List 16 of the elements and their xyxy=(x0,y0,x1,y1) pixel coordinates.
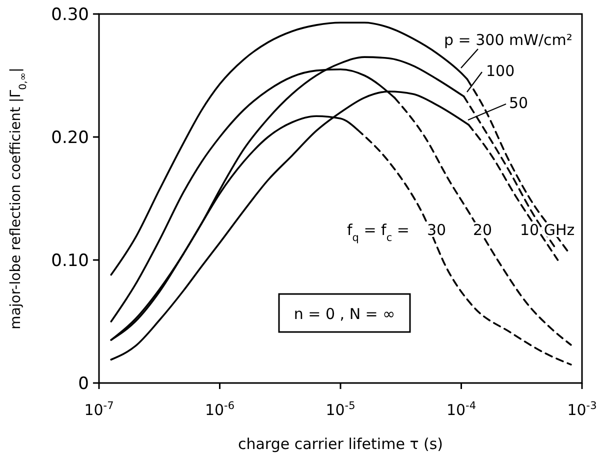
y-tick-label: 0.30 xyxy=(51,5,89,25)
x-tick-label: 10$^{-7}$ xyxy=(84,400,114,419)
x-tick-label: 10$^{-4}$ xyxy=(446,400,476,419)
annotation: 100 xyxy=(486,62,515,80)
annotation: 30 xyxy=(427,221,446,239)
annotation: f$_{q}$ = f$_{c}$ = xyxy=(347,221,410,244)
annotation: p = 300 mW/cm² xyxy=(444,31,572,49)
y-tick-label: 0 xyxy=(78,374,89,394)
x-tick-label: 10$^{-3}$ xyxy=(567,400,597,419)
y-tick-label: 0.20 xyxy=(51,128,89,148)
annotation: n = 0 , N = ∞ xyxy=(294,305,396,323)
annotation: 50 xyxy=(509,94,528,112)
y-tick-label: 0.10 xyxy=(51,251,89,271)
x-tick-label: 10$^{-5}$ xyxy=(326,400,356,419)
x-axis-title: charge carrier lifetime τ (s) xyxy=(238,435,444,453)
x-tick-label: 10$^{-6}$ xyxy=(204,400,235,419)
